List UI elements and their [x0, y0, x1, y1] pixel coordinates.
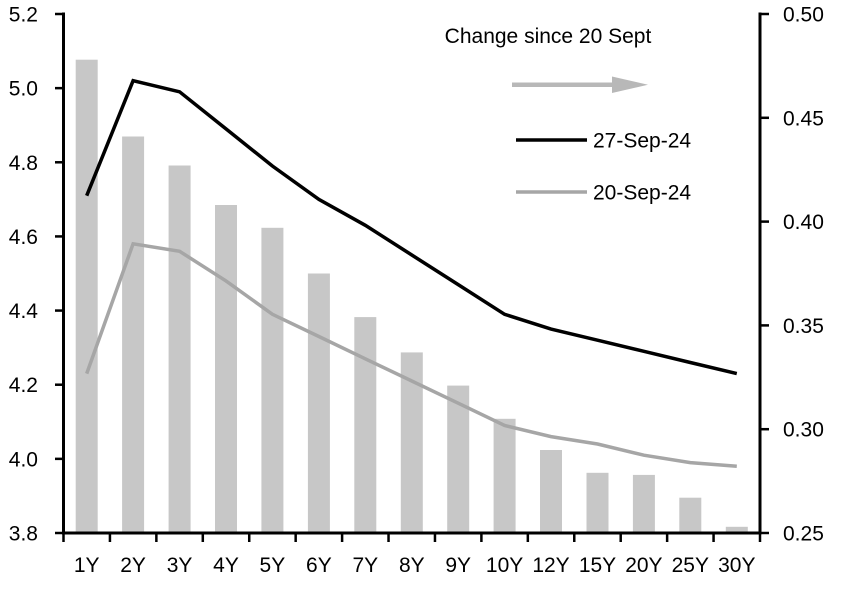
- bar-9Y: [447, 385, 470, 533]
- y-right-tick-label: 0.30: [783, 419, 824, 442]
- axes-layer: [55, 12, 769, 542]
- x-tick-label-30Y: 30Y: [718, 554, 755, 577]
- y-left-tick-label: 3.8: [9, 523, 38, 546]
- x-tick-label-12Y: 12Y: [532, 554, 569, 577]
- x-tick-label-4Y: 4Y: [213, 554, 239, 577]
- right-arrow-icon: [512, 76, 648, 93]
- bar-15Y: [586, 472, 609, 533]
- bar-8Y: [400, 352, 423, 533]
- bar-1Y: [75, 59, 98, 533]
- y-left-tick-label: 4.0: [9, 448, 38, 471]
- bar-series-change-since-20-sept: [75, 59, 748, 534]
- bar-10Y: [493, 418, 516, 533]
- legend-label-20-sep-24: 20-Sep-24: [593, 182, 691, 205]
- x-tick-label-20Y: 20Y: [625, 554, 662, 577]
- x-tick-label-7Y: 7Y: [352, 554, 378, 577]
- line-27-sep-24: [85, 78, 738, 376]
- bar-5Y: [261, 227, 284, 534]
- bar-12Y: [540, 450, 562, 533]
- axis-tick-labels: 5.2 5.0 4.8 4.6 4.4 4.2 4.0 3.8 0.50 0.45 0.40 0.35…: [9, 4, 824, 578]
- x-tick-label-3Y: 3Y: [167, 554, 193, 577]
- y-left-tick-label: 5.2: [9, 4, 38, 27]
- y-left-tick-label: 5.0: [9, 78, 38, 101]
- y-right-tick-label: 0.50: [783, 4, 824, 27]
- bar-20Y: [632, 474, 655, 533]
- y-left-tick-label: 4.6: [9, 226, 38, 249]
- y-right-tick-label: 0.25: [783, 523, 824, 546]
- x-tick-label-10Y: 10Y: [486, 554, 523, 577]
- bar-30Y: [725, 526, 748, 533]
- y-left-tick-label: 4.8: [9, 152, 38, 175]
- x-tick-label-9Y: 9Y: [445, 554, 471, 577]
- y-left-tick-label: 4.4: [9, 300, 39, 323]
- legend-entry-27-sep-24: 27-Sep-24: [516, 130, 691, 153]
- line-20-sep-24: [85, 241, 737, 469]
- bar-25Y: [679, 497, 702, 533]
- bar-6Y: [307, 273, 330, 533]
- legend-title: Change since 20 Sept: [445, 25, 652, 48]
- x-tick-label-25Y: 25Y: [672, 554, 709, 577]
- y-right-tick-label: 0.35: [783, 315, 824, 338]
- bar-4Y: [215, 205, 237, 533]
- bar-3Y: [168, 165, 191, 533]
- line-series-layer: [85, 78, 738, 469]
- x-tick-label-2Y: 2Y: [120, 554, 146, 577]
- legend-label-27-sep-24: 27-Sep-24: [593, 130, 691, 153]
- legend-entry-20-sep-24: 20-Sep-24: [516, 182, 691, 205]
- y-right-tick-label: 0.45: [783, 107, 824, 130]
- x-tick-label-15Y: 15Y: [579, 554, 616, 577]
- x-tick-label-1Y: 1Y: [74, 554, 100, 577]
- bar-2Y: [122, 136, 145, 533]
- legend: Change since 20 Sept 27-Sep-24 20-Sep-24: [445, 25, 692, 205]
- y-right-tick-label: 0.40: [783, 211, 824, 234]
- bar-7Y: [354, 317, 377, 533]
- x-tick-label-6Y: 6Y: [306, 554, 332, 577]
- x-tick-label-8Y: 8Y: [399, 554, 425, 577]
- y-left-tick-label: 4.2: [9, 374, 38, 397]
- x-tick-label-5Y: 5Y: [260, 554, 286, 577]
